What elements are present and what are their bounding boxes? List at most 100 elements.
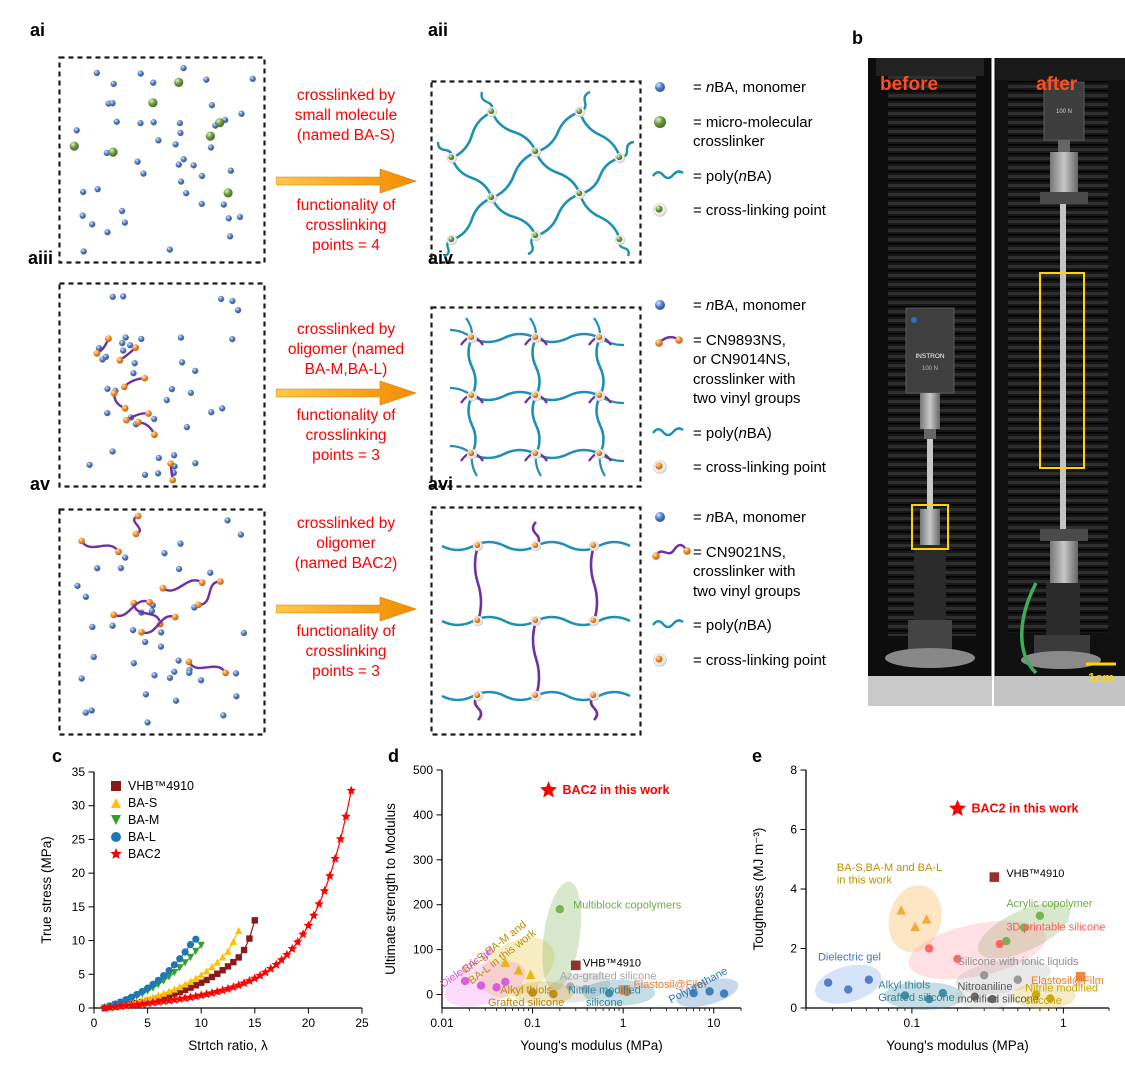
panel-label-b: b	[852, 28, 863, 48]
legend-text: = nBA, monomer	[693, 297, 806, 314]
legend-item: = poly(nBA)	[649, 167, 891, 187]
crosspoint-orange-icon	[649, 651, 693, 667]
process-text-1-top: crosslinked by small molecule (named BA-…	[294, 87, 398, 144]
legend-item: = nBA, monomer	[649, 296, 891, 316]
svg-text:Young's modulus (MPa): Young's modulus (MPa)	[886, 1038, 1028, 1053]
svg-text:Elastosil@Film: Elastosil@Film	[633, 979, 706, 991]
series-BA-L	[101, 935, 200, 1012]
svg-text:8: 8	[790, 763, 797, 777]
svg-text:30: 30	[72, 799, 86, 813]
machine-brand-label: INSTRON	[915, 353, 945, 360]
data-points	[823, 872, 1086, 1004]
svg-text:Silicone with ionic liquids: Silicone with ionic liquids	[958, 956, 1080, 968]
load-cell-label-left: 100 N	[922, 366, 938, 372]
svg-text:20: 20	[72, 866, 86, 880]
legend-text: = nBA, monomer	[693, 509, 806, 526]
svg-text:25: 25	[355, 1016, 369, 1030]
svg-text:20: 20	[302, 1016, 316, 1030]
chart-e: 0.1 1 0 2 4 6 8 Young's modulus (MPa) Toughness …	[751, 763, 1110, 1053]
panel-label-d: d	[388, 746, 399, 766]
svg-text:10: 10	[707, 1016, 721, 1030]
highlight-star: BAC2 in this work	[948, 799, 1079, 816]
svg-text:0.1: 0.1	[524, 1016, 541, 1030]
legend-item: = cross-linking point	[649, 651, 891, 671]
legend-text: = nBA, monomer	[693, 79, 806, 96]
load-cell-label-right: 100 N	[1056, 109, 1072, 115]
process-text-1-bottom: functionality of crosslinking points = 4	[296, 197, 396, 254]
svg-text:1: 1	[1060, 1016, 1067, 1030]
process-arrow-2	[276, 380, 417, 406]
svg-text:5: 5	[144, 1016, 151, 1030]
crosspoint-green-icon	[649, 201, 693, 217]
svg-text:VHB™4910: VHB™4910	[583, 958, 641, 970]
svg-text:0.1: 0.1	[904, 1016, 921, 1030]
panel-label-avi: avi	[428, 474, 454, 494]
legend-text: = CN9893NS, or CN9014NS, crosslinker with t…	[693, 331, 801, 408]
dimer-long-icon	[649, 543, 693, 561]
legend-item: = poly(nBA)	[649, 616, 891, 636]
tensile-machine-photo: INSTRON 100 N 100 N before after 1cm	[868, 58, 1125, 706]
svg-text:1: 1	[620, 1016, 627, 1030]
chart-c: 0 5 10 15 20 25 0 5 10 15 20 25 30 35 Strtch ratio, λ T…	[39, 765, 369, 1053]
svg-text:BA-S: BA-S	[128, 796, 157, 810]
svg-text:BAC2: BAC2	[128, 847, 161, 861]
legend-row-1: = nBA, monomer = micro-molecular crosslink…	[649, 78, 891, 236]
schematic-ai-monomer-box	[58, 56, 266, 264]
svg-text:VHB™4910: VHB™4910	[128, 779, 194, 793]
schematic-av-monomer-box	[58, 508, 266, 736]
svg-text:Acrylic copolymer: Acrylic copolymer	[1006, 898, 1093, 910]
svg-text:Elastosil@Film: Elastosil@Film	[1031, 975, 1104, 987]
svg-text:BAC2 in this work: BAC2 in this work	[972, 802, 1079, 816]
panel-label-av: av	[30, 474, 51, 494]
legend-item: = poly(nBA)	[649, 424, 891, 444]
photo-label-after: after	[1036, 74, 1078, 95]
process-text-3-bottom: functionality of crosslinking points = 3	[296, 623, 396, 680]
chain-teal-icon	[649, 424, 693, 440]
panel-label-aiii: aiii	[28, 248, 54, 268]
panel-label-aii: aii	[428, 20, 449, 40]
legend-item: = cross-linking point	[649, 201, 891, 221]
photo-label-before: before	[880, 74, 938, 95]
svg-text:Ultimate strength to Modulus: Ultimate strength to Modulus	[383, 803, 398, 975]
legend-item: = nBA, monomer	[649, 508, 891, 528]
process-text-3-top: crosslinked by oligomer (named BAC2)	[294, 515, 398, 572]
svg-text:35: 35	[72, 765, 86, 779]
process-arrow-1	[276, 168, 417, 194]
svg-text:10: 10	[195, 1016, 209, 1030]
chain-teal-icon	[649, 167, 693, 183]
process-text-2-top: crosslinked by oligomer (named BA-M,BA-L…	[287, 321, 405, 378]
svg-text:Dielectric gel: Dielectric gel	[818, 951, 881, 963]
svg-text:BA-M: BA-M	[128, 813, 159, 827]
svg-text:5: 5	[78, 967, 85, 981]
svg-text:4: 4	[790, 882, 797, 896]
svg-text:Multiblock copolymers: Multiblock copolymers	[573, 899, 682, 911]
legend-item: = cross-linking point	[649, 458, 891, 478]
svg-text:500: 500	[413, 763, 433, 777]
series-BAC2	[99, 785, 357, 1013]
process-text-2-bottom: functionality of crosslinking points = 3	[296, 407, 396, 464]
legend-item: = CN9893NS, or CN9014NS, crosslinker with t…	[649, 331, 891, 409]
svg-text:200: 200	[413, 898, 433, 912]
legend-text: = cross-linking point	[693, 651, 826, 669]
legend-text: = cross-linking point	[693, 459, 826, 476]
schematic-aiii-monomer-box	[58, 282, 266, 488]
svg-text:BAC2 in this work: BAC2 in this work	[563, 783, 670, 797]
process-arrow-3	[276, 596, 417, 622]
svg-text:6: 6	[790, 823, 797, 837]
axes: 0 5 10 15 20 25 0 5 10 15 20 25 30 35 Strtch ratio, λ T…	[39, 765, 369, 1053]
svg-text:True stress (MPa): True stress (MPa)	[39, 836, 54, 944]
panel-label-c: c	[52, 746, 63, 766]
svg-text:15: 15	[248, 1016, 262, 1030]
network-aiv	[430, 306, 642, 488]
legend-item: = nBA, monomer	[649, 78, 891, 98]
legend-text: = micro-molecular crosslinker	[693, 113, 813, 151]
svg-text:10: 10	[72, 934, 86, 948]
legend-text: = poly(nBA)	[693, 167, 772, 185]
svg-text:Azo-grafted silicone: Azo-grafted silicone	[560, 970, 657, 982]
network-avi	[430, 506, 642, 736]
